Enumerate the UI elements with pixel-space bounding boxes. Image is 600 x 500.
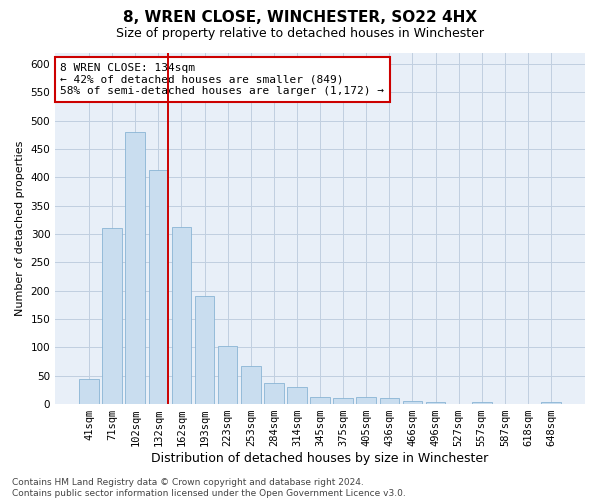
Text: 8 WREN CLOSE: 134sqm
← 42% of detached houses are smaller (849)
58% of semi-deta: 8 WREN CLOSE: 134sqm ← 42% of detached h… — [61, 63, 385, 96]
Bar — [310, 396, 330, 404]
Bar — [125, 132, 145, 404]
X-axis label: Distribution of detached houses by size in Winchester: Distribution of detached houses by size … — [151, 452, 489, 465]
Text: Contains HM Land Registry data © Crown copyright and database right 2024.
Contai: Contains HM Land Registry data © Crown c… — [12, 478, 406, 498]
Bar — [541, 402, 561, 404]
Bar — [334, 398, 353, 404]
Bar — [172, 226, 191, 404]
Bar — [403, 401, 422, 404]
Bar — [241, 366, 260, 404]
Bar — [426, 402, 445, 404]
Y-axis label: Number of detached properties: Number of detached properties — [15, 140, 25, 316]
Text: Size of property relative to detached houses in Winchester: Size of property relative to detached ho… — [116, 28, 484, 40]
Bar — [218, 346, 238, 404]
Text: 8, WREN CLOSE, WINCHESTER, SO22 4HX: 8, WREN CLOSE, WINCHESTER, SO22 4HX — [123, 10, 477, 25]
Bar — [195, 296, 214, 404]
Bar — [103, 228, 122, 404]
Bar — [149, 170, 168, 404]
Bar — [264, 383, 284, 404]
Bar — [287, 387, 307, 404]
Bar — [79, 378, 99, 404]
Bar — [472, 402, 491, 404]
Bar — [356, 398, 376, 404]
Bar — [380, 398, 399, 404]
